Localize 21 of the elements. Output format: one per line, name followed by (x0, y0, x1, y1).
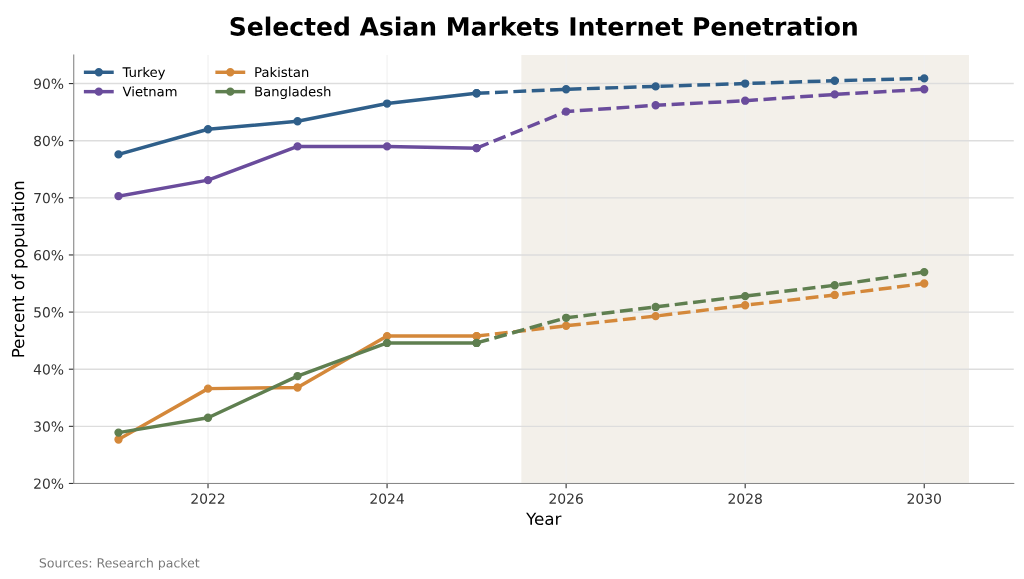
chart-title: Selected Asian Markets Internet Penetration (230, 16, 857, 36)
legend-label: Vietnam (122, 86, 177, 97)
y-axis-title: Percent of population (11, 181, 28, 357)
x-tick-label: 2028 (728, 493, 762, 504)
legend-label: Turkey (122, 66, 166, 80)
legend-label: Pakistan (255, 66, 309, 78)
y-tick-label: 70% (34, 192, 64, 204)
x-axis-title: Year (526, 512, 562, 526)
y-tick-label: 80% (34, 135, 64, 147)
x-tick-label: 2026 (549, 493, 583, 504)
source-note: Sources: Research packet (39, 557, 200, 571)
y-tick-label: 20% (34, 478, 64, 489)
x-tick-label: 2022 (191, 493, 225, 504)
x-tick-label: 2024 (370, 493, 404, 504)
x-tick-label: 2030 (907, 493, 941, 504)
y-tick-label: 30% (34, 421, 64, 432)
y-tick-label: 50% (34, 307, 64, 318)
legend-label: Bangladesh (255, 86, 331, 100)
y-tick-label: 40% (33, 364, 64, 375)
y-tick-label: 90% (34, 78, 64, 90)
y-tick-label: 60% (34, 249, 64, 261)
